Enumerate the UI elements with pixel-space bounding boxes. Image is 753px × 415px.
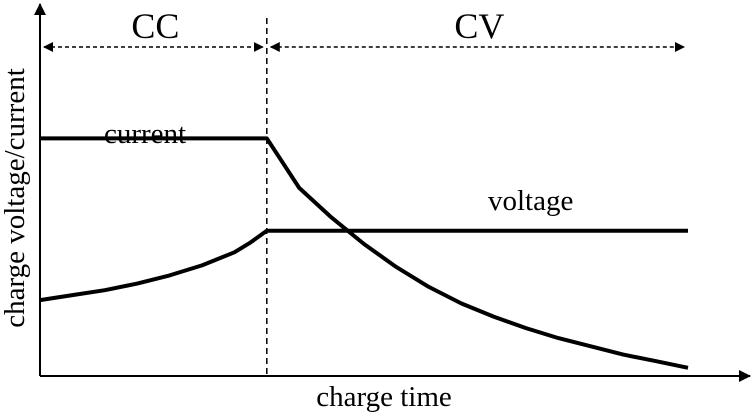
- current-series-label: current: [104, 118, 186, 150]
- cc-phase-label: CC: [131, 6, 179, 46]
- voltage-series-label: voltage: [488, 185, 573, 217]
- x-axis-label: charge time: [316, 381, 452, 413]
- cv-phase-label: CV: [454, 6, 504, 46]
- y-axis-label: charge voltage/current: [0, 68, 31, 328]
- voltage-series-line: [39, 228, 688, 303]
- current-series-line: [40, 136, 689, 370]
